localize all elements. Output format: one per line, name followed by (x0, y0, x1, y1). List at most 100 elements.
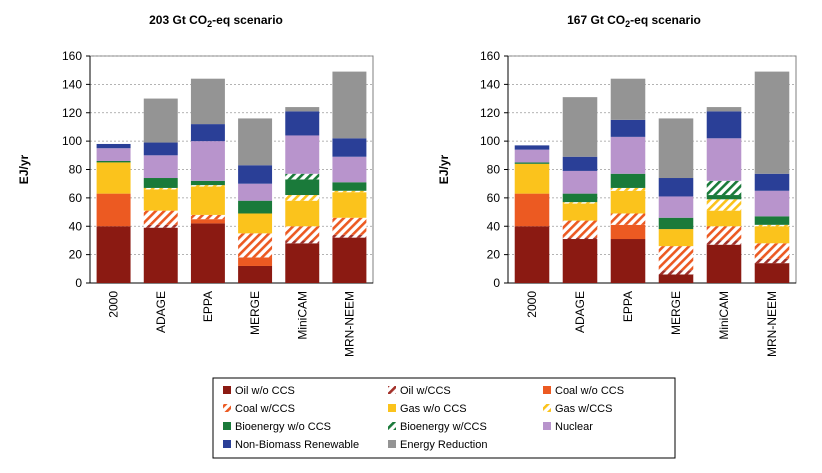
chart-title: 203 Gt CO2-eq scenario (149, 13, 283, 29)
y-tick-label: 140 (480, 77, 500, 91)
y-tick-label: 20 (487, 248, 501, 262)
x-tick-label: MRN-NEEM (765, 291, 779, 357)
bar-segment-oil-wo-ccs (514, 226, 550, 283)
bar-segment-renewable (143, 142, 178, 156)
chart-167gt: 0 20 40 60 80 100 120 140 160 167 Gt CO2-eq scena… (437, 13, 797, 357)
bar-segment-gas-wo-ccs (143, 189, 178, 211)
chart-title: 167 Gt CO2-eq scenario (567, 13, 701, 29)
bar-segment-oil-wo-ccs (754, 263, 790, 283)
x-tick-label: ADAGE (573, 291, 587, 333)
bar-segment-gas-w-ccs (562, 202, 598, 204)
bar-segment-oil-wo-ccs (562, 239, 598, 283)
bar-segment-coal-w-ccs (754, 243, 790, 259)
bar-segment-bio-wo-ccs (706, 195, 742, 200)
bar-segment-coal-w-ccs (562, 220, 598, 238)
bar-segment-reduction (285, 107, 320, 112)
bar-segment-gas-w-ccs (285, 195, 320, 201)
bar-segment-renewable (285, 111, 320, 136)
bar-segment-bio-wo-ccs (143, 178, 178, 188)
bar-segment-gas-wo-ccs (562, 203, 598, 221)
bar-segment-bio-wo-ccs (332, 182, 367, 191)
x-tick-label: 2000 (107, 291, 121, 318)
bar-segment-gas-wo-ccs (238, 213, 273, 234)
x-tick-label: MiniCAM (717, 291, 731, 340)
bar-segment-gas-wo-ccs (706, 210, 742, 227)
bar-segment-bio-w-ccs (285, 173, 320, 180)
bar-segment-gas-w-ccs (610, 187, 646, 191)
bar-segment-gas-wo-ccs (514, 163, 550, 194)
bar-segment-coal-wo-ccs (610, 224, 646, 240)
bar-segment-oil-wo-ccs (332, 237, 367, 283)
y-axis-label: EJ/yr (437, 154, 451, 184)
bar-segment-bio-wo-ccs (514, 162, 550, 164)
bar-segment-oil-w-ccs (658, 270, 694, 275)
bar-segment-renewable (562, 156, 598, 171)
bar-segment-oil-w-ccs (285, 240, 320, 244)
bar-segment-coal-wo-ccs (238, 257, 273, 266)
bar-segment-oil-wo-ccs (285, 243, 320, 283)
bar-segment-nuclear (658, 196, 694, 218)
legend-label: Gas w/CCS (555, 403, 612, 415)
bar-segment-bio-w-ccs (706, 180, 742, 196)
x-tick-label: MRN-NEEM (342, 291, 356, 357)
bar-segment-coal-w-ccs (190, 214, 225, 220)
bar-segment-renewable (332, 138, 367, 157)
bar-segment-reduction (754, 71, 790, 174)
bar-segment-coal-w-ccs (706, 226, 742, 241)
legend-swatch-oil-wo-ccs (223, 386, 231, 394)
x-tick-label: 2000 (525, 291, 539, 318)
bar-segment-nuclear (562, 170, 598, 194)
bar-segment-oil-wo-ccs (238, 265, 273, 283)
legend-label: Gas w/o CCS (400, 403, 467, 415)
bar-segment-renewable (238, 165, 273, 184)
bar-segment-nuclear (610, 136, 646, 174)
y-tick-label: 60 (69, 191, 83, 205)
x-tick-label: MERGE (248, 291, 262, 335)
bar-segment-bio-wo-ccs (562, 193, 598, 203)
legend-swatch-gas-wo-ccs (388, 404, 396, 412)
bar-segment-bio-wo-ccs (238, 200, 273, 214)
bar-segment-renewable (610, 119, 646, 137)
legend-label: Bioenergy w/o CCS (235, 421, 331, 433)
x-tick-label: ADAGE (154, 291, 168, 333)
bar-segment-coal-w-ccs (658, 246, 694, 271)
bar-segment-gas-w-ccs (190, 185, 225, 187)
bar-segment-oil-wo-ccs (143, 227, 178, 283)
bar-segment-gas-wo-ccs (190, 186, 225, 215)
legend-box (212, 377, 676, 459)
bar-segment-nuclear (514, 149, 550, 163)
bar-segment-nuclear (285, 135, 320, 174)
y-tick-label: 0 (493, 276, 500, 290)
bar-segment-nuclear (238, 183, 273, 201)
chart-title-main: 167 Gt CO (567, 13, 625, 27)
bar-segment-coal-w-ccs (285, 226, 320, 241)
bar-segment-nuclear (143, 155, 178, 179)
bar-segment-nuclear (190, 141, 225, 181)
legend: Oil w/o CCS Oil w/CCS Coal w/o CCS Coal w/C… (212, 377, 676, 459)
y-tick-label: 100 (62, 134, 82, 148)
legend-label: Coal w/CCS (235, 403, 295, 415)
bar-segment-renewable (658, 178, 694, 197)
bar-segment-renewable (514, 145, 550, 150)
y-tick-label: 60 (487, 191, 501, 205)
bar-segment-nuclear (754, 190, 790, 217)
chart-title-main: 203 Gt CO (149, 13, 207, 27)
bar-segment-coal-wo-ccs (514, 193, 550, 227)
bar-segment-coal-wo-ccs (190, 219, 225, 224)
legend-label: Oil w/CCS (400, 385, 451, 397)
bar-segment-gas-w-ccs (754, 224, 790, 227)
bar-segment-coal-wo-ccs (96, 193, 131, 227)
y-tick-label: 140 (62, 77, 82, 91)
bar-segment-bio-wo-ccs (190, 180, 225, 186)
legend-swatch-bio-wo-ccs (223, 422, 231, 430)
bar-segment-reduction (143, 98, 178, 143)
bar-segment-oil-wo-ccs (610, 239, 646, 283)
x-tick-label: EPPA (621, 291, 635, 322)
y-tick-label: 40 (487, 219, 501, 233)
bar-segment-gas-w-ccs (706, 199, 742, 211)
bar-segment-bio-wo-ccs (285, 179, 320, 196)
x-tick-label: MERGE (669, 291, 683, 335)
bar-segment-coal-w-ccs (143, 210, 178, 225)
y-tick-label: 120 (480, 106, 500, 120)
